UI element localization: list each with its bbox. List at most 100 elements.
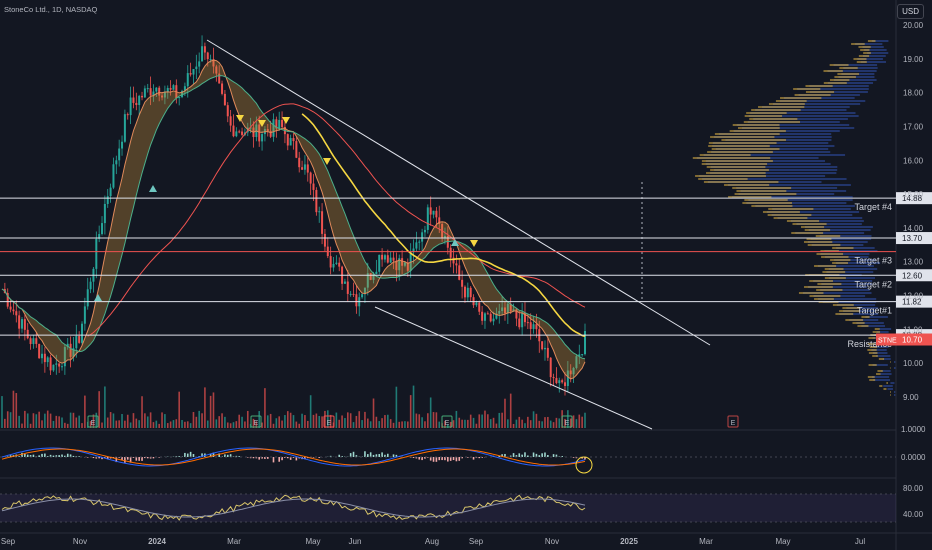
volume-bar: [501, 412, 503, 428]
price-tick-label: 20.00: [903, 21, 924, 30]
profile-bar: [828, 277, 876, 279]
macd-bar: [252, 457, 255, 459]
macd-bar: [66, 453, 69, 457]
volume-bar: [489, 419, 492, 428]
profile-bar: [804, 229, 831, 231]
profile-bar: [732, 196, 853, 198]
buy-signal-icon: [149, 185, 157, 192]
volume-bar: [264, 388, 266, 428]
candle-body: [61, 366, 64, 368]
volume-bar: [286, 411, 289, 428]
volume-bar: [61, 417, 63, 428]
profile-bar: [861, 325, 885, 327]
macd-bar: [255, 457, 258, 459]
candle-body: [261, 134, 264, 142]
macd-bar: [192, 454, 195, 457]
volume-bar: [175, 419, 178, 428]
profile-bar: [882, 358, 891, 360]
time-tick-label: Sep: [1, 537, 16, 546]
candle-body: [23, 319, 26, 330]
profile-bar: [721, 139, 786, 141]
macd-tick-label: 0.0000: [901, 453, 926, 462]
macd-bar: [538, 455, 541, 457]
profile-bar: [803, 241, 833, 243]
macd-bar: [415, 457, 418, 459]
volume-bar: [512, 423, 515, 428]
candle-body: [584, 330, 586, 355]
macd-bar: [527, 455, 529, 457]
macd-bar: [61, 454, 63, 457]
volume-bar: [438, 421, 441, 428]
macd-bar: [424, 457, 426, 459]
profile-bar: [772, 103, 861, 105]
candle-body: [372, 274, 375, 280]
price-tick-label: 17.00: [903, 122, 924, 131]
macd-bar: [24, 454, 26, 457]
candle-body: [178, 97, 181, 99]
candle-body: [306, 164, 309, 173]
currency-button[interactable]: USD: [897, 4, 924, 19]
volume-bar: [241, 416, 243, 428]
time-tick-label: Nov: [545, 537, 559, 546]
profile-bar: [744, 115, 783, 117]
last-price-tag: [876, 333, 932, 346]
profile-bar: [820, 253, 870, 255]
profile-bar: [808, 229, 871, 231]
macd-bar: [98, 457, 100, 459]
volume-bar: [472, 417, 475, 428]
volume-bar: [495, 423, 498, 428]
candle-body: [286, 134, 289, 146]
candle-body: [478, 302, 481, 312]
time-tick-label: Nov: [73, 537, 87, 546]
candle-body: [241, 131, 244, 135]
profile-bar: [794, 94, 831, 96]
volume-bar: [572, 415, 575, 428]
volume-bar: [132, 413, 135, 428]
volume-bar: [378, 421, 381, 428]
slow-ma-line: [1, 75, 586, 360]
price-tick-label: 18.00: [903, 89, 924, 98]
macd-bar: [184, 452, 186, 457]
volume-bar: [158, 423, 160, 428]
candle-body: [212, 59, 215, 67]
candle-body: [238, 131, 241, 133]
volume-bar: [389, 419, 392, 428]
candle-body: [186, 73, 189, 87]
volume-bar: [189, 423, 192, 428]
level-price-tag-text: 11.82: [902, 298, 922, 307]
candle-body: [315, 189, 318, 213]
profile-bar: [744, 199, 788, 201]
trend-line-lower: [374, 306, 653, 430]
profile-bar: [786, 220, 820, 222]
volume-bar: [338, 419, 341, 428]
candle-body: [449, 247, 452, 258]
profile-bar: [863, 52, 871, 54]
profile-bar: [860, 61, 886, 63]
volume-bar: [532, 411, 535, 428]
volume-bar: [201, 413, 203, 428]
volume-bar: [155, 420, 158, 428]
rsi-tick-label: 80.00: [903, 484, 924, 493]
profile-bar: [890, 382, 895, 384]
candle-body: [218, 73, 221, 84]
macd-bar: [189, 451, 192, 457]
profile-bar: [868, 364, 877, 366]
level-price-tag: [896, 232, 932, 245]
volume-bar: [232, 422, 235, 428]
volume-bar: [569, 418, 572, 428]
candle-body: [323, 233, 326, 247]
volume-bar: [298, 423, 301, 428]
volume-bar: [112, 413, 115, 428]
profile-bar: [711, 148, 780, 150]
macd-bar: [427, 457, 429, 458]
earnings-marker: [441, 415, 453, 428]
profile-bar: [858, 46, 871, 48]
profile-bar: [890, 394, 891, 396]
candle-body: [392, 257, 395, 261]
profile-bar: [876, 331, 889, 333]
volume-bar: [255, 421, 258, 428]
macd-bar: [369, 452, 372, 457]
macd-bar: [178, 456, 180, 457]
profile-bar: [755, 109, 847, 111]
